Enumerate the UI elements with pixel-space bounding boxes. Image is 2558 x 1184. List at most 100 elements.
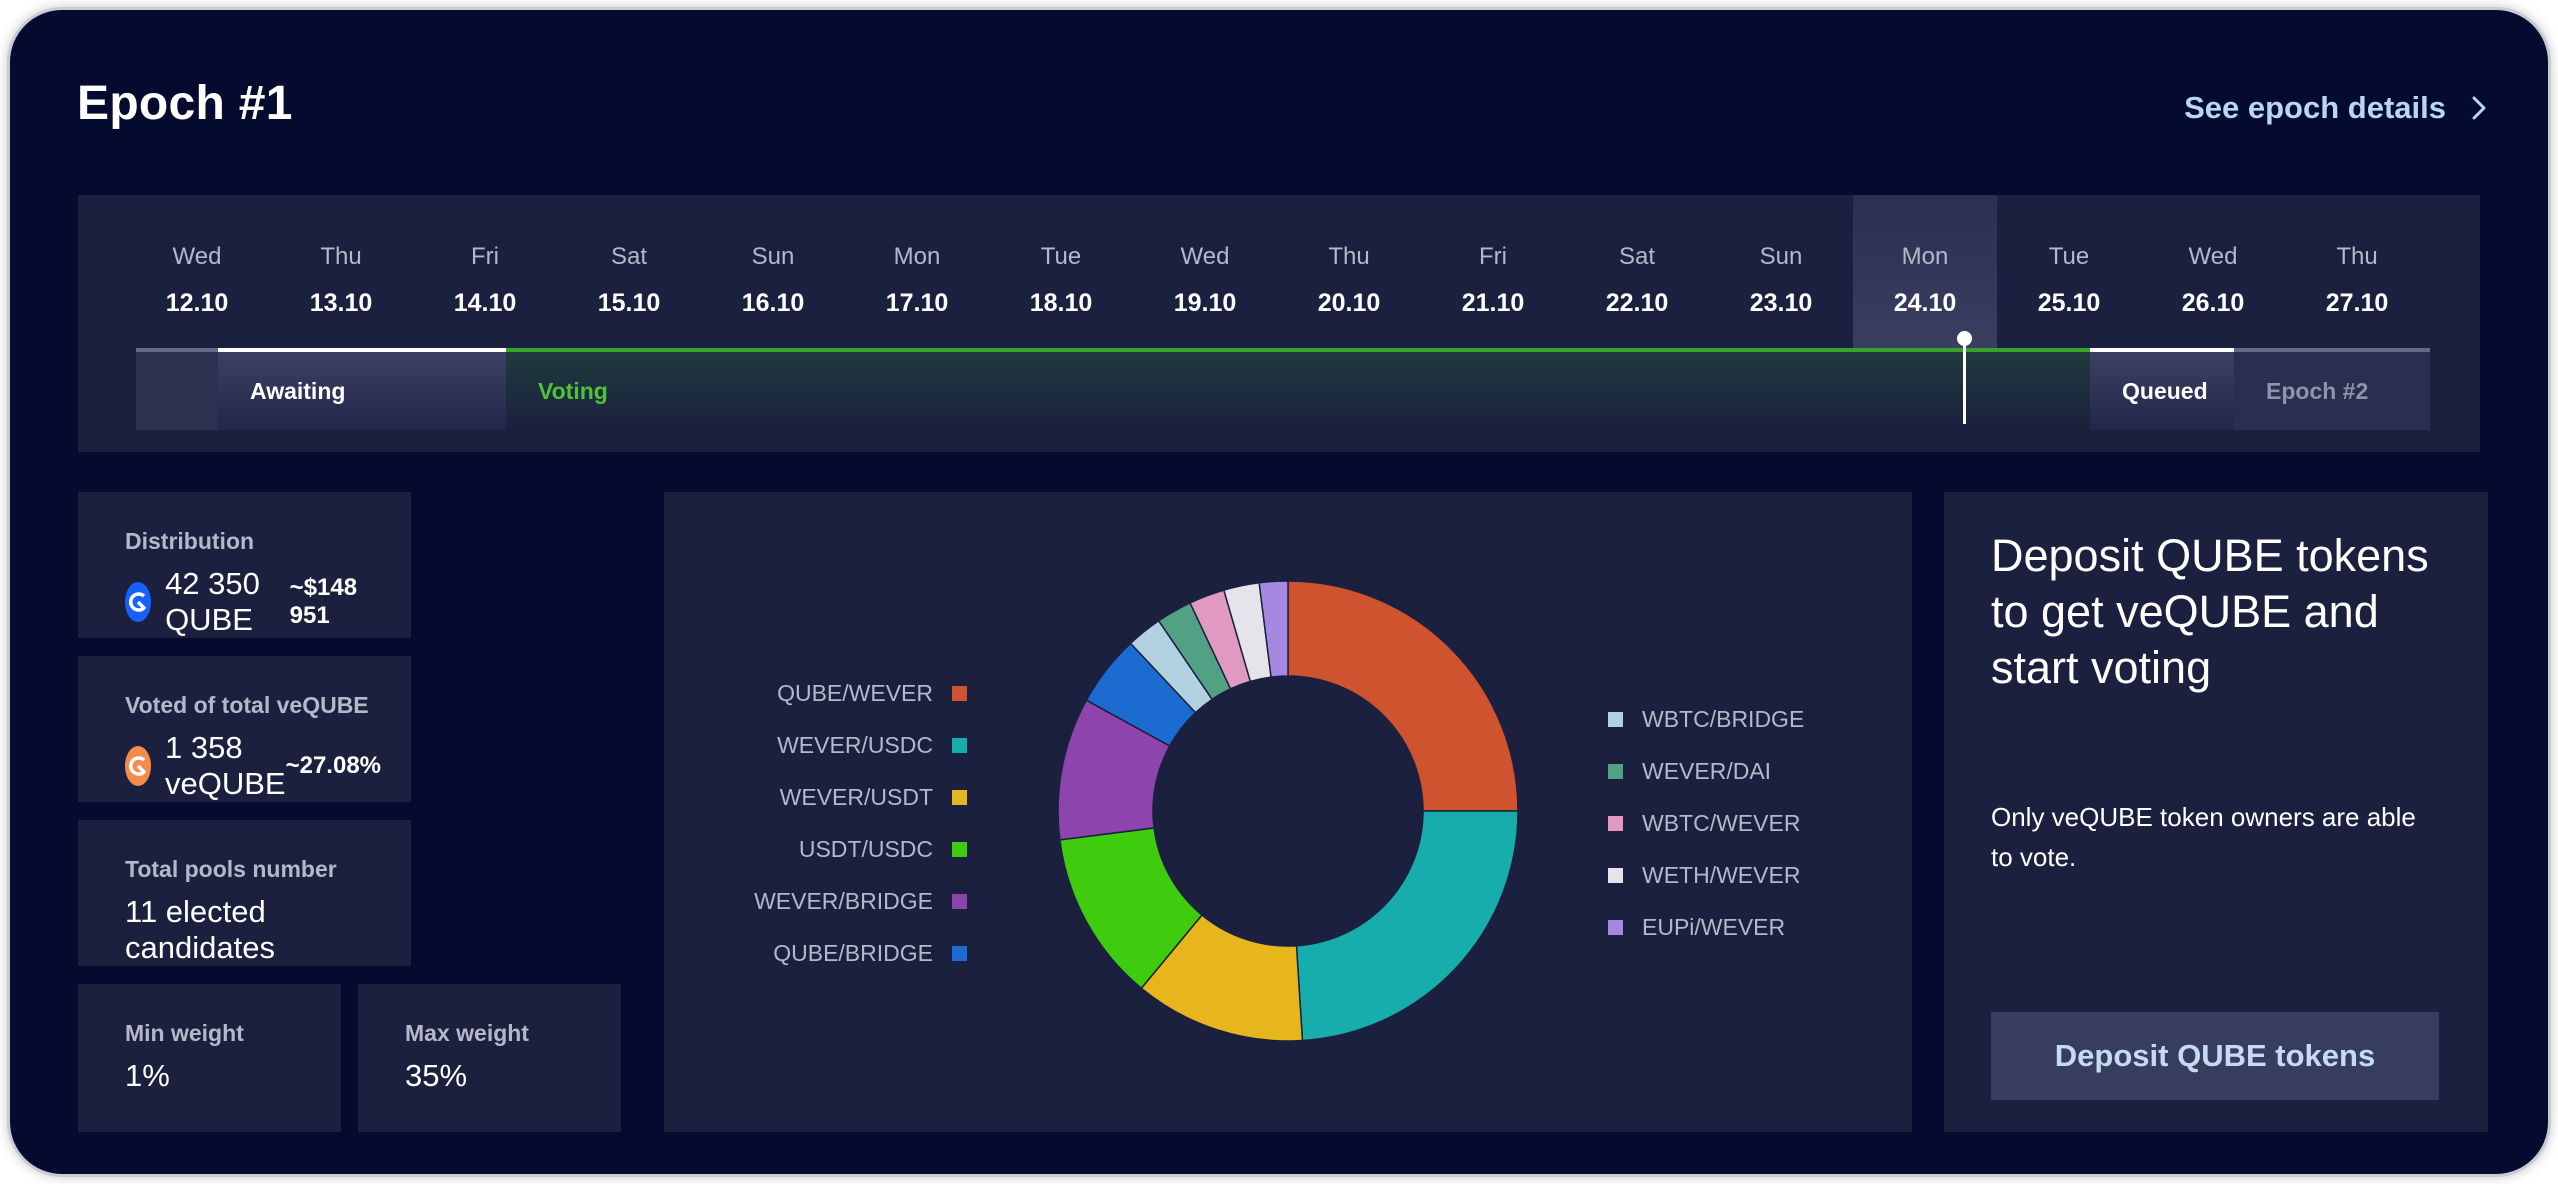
current-time-dot: [1957, 331, 1972, 346]
legend-swatch: [1608, 919, 1623, 935]
distribution-usd: ~$148 951: [289, 574, 358, 629]
timeline-day-name: Sat: [1618, 243, 1656, 270]
legend-swatch: [952, 789, 967, 805]
timeline-day-name: Sun: [1759, 243, 1803, 270]
voted-card: Voted of total veQUBE 1 358 veQUBE ~27.0…: [78, 656, 411, 802]
legend-label: WETH/WEVER: [1642, 861, 1801, 888]
timeline-day-name: Wed: [2188, 243, 2238, 270]
min-weight-card: Min weight 1%: [78, 984, 341, 1132]
legend-label: USDT/USDC: [798, 835, 933, 862]
pools-label: Total pools number: [125, 856, 337, 882]
distribution-amount: 42 350 QUBE: [165, 566, 260, 637]
legend-item: USDT/USDC: [754, 823, 967, 875]
timeline-day-name: Wed: [172, 243, 222, 270]
timeline-day: Mon 17.10: [845, 195, 989, 352]
legend-item: WETH/WEVER: [1608, 849, 1804, 901]
deposit-note: Only veQUBE token owners are able to vot…: [1991, 802, 2416, 872]
legend-swatch: [1608, 711, 1623, 727]
pool-weights-chart: QUBE/WEVER WEVER/USDC WEVER/USDT USDT/USDC W…: [664, 492, 1912, 1132]
legend-swatch: [1608, 815, 1623, 831]
donut-slice: [1295, 810, 1519, 1042]
phase-voting-label: Voting: [538, 378, 608, 404]
timeline-day-name: Tue: [2048, 243, 2090, 270]
timeline-day-date: 24.10: [1893, 289, 1957, 317]
timeline-day: Wed 19.10: [1133, 195, 1277, 352]
min-weight-label: Min weight: [125, 1020, 244, 1046]
legend-item: WEVER/USDC: [754, 719, 967, 771]
timeline-day-date: 17.10: [885, 289, 949, 317]
timeline-day-date: 22.10: [1605, 289, 1669, 317]
timeline-day-date: 23.10: [1749, 289, 1813, 317]
pools-card: Total pools number 11 elected candidates: [78, 820, 411, 966]
timeline-day-date: 16.10: [741, 289, 805, 317]
timeline-day: Thu 20.10: [1277, 195, 1421, 352]
deposit-panel: Deposit QUBE tokens to get veQUBE and st…: [1944, 492, 2488, 1132]
deposit-headline: Deposit QUBE tokens to get veQUBE and st…: [1991, 530, 2429, 693]
timeline-day: Sun 16.10: [701, 195, 845, 352]
legend-swatch: [1608, 763, 1623, 779]
phase-voting: Voting: [506, 352, 2090, 430]
legend-item: WEVER/DAI: [1608, 745, 1804, 797]
timeline-day: Thu 13.10: [269, 195, 413, 352]
legend-label: WEVER/USDT: [779, 783, 933, 810]
timeline-day-date: 27.10: [2325, 289, 2389, 317]
legend-label: WEVER/USDC: [777, 731, 933, 758]
phase-queued-label: Queued: [2122, 378, 2208, 404]
phase-next-epoch-label: Epoch #2: [2266, 378, 2369, 404]
legend-label: QUBE/WEVER: [777, 679, 933, 706]
legend-swatch: [952, 685, 967, 701]
legend-item: QUBE/WEVER: [754, 667, 967, 719]
current-time-marker: [1963, 338, 1966, 424]
donut-slice: [1258, 580, 1289, 678]
timeline-day: Wed 12.10: [125, 195, 269, 352]
max-weight-label: Max weight: [405, 1020, 529, 1046]
timeline-day-name: Sat: [610, 243, 648, 270]
timeline-day-name: Thu: [1328, 243, 1370, 270]
voted-amount: 1 358 veQUBE: [165, 730, 286, 801]
timeline-day-date: 20.10: [1317, 289, 1381, 317]
page-title: Epoch #1: [77, 77, 293, 130]
deposit-qube-button[interactable]: Deposit QUBE tokens: [1991, 1012, 2439, 1100]
phase-previous: [136, 352, 218, 430]
donut-slice: [1287, 580, 1519, 812]
donut-chart: [1057, 580, 1519, 1042]
timeline-day-name: Mon: [893, 243, 941, 270]
legend-label: WEVER/DAI: [1642, 757, 1772, 784]
timeline-day: Wed 26.10: [2141, 195, 2285, 352]
legend-item: QUBE/BRIDGE: [754, 927, 967, 979]
timeline-day-date: 26.10: [2181, 289, 2245, 317]
timeline-day-name: Fri: [471, 243, 499, 270]
timeline-day-name: Mon: [1901, 243, 1949, 270]
legend-label: WBTC/BRIDGE: [1642, 705, 1805, 732]
epoch-panel: Epoch #1 See epoch details Wed 12.10 Thu 13…: [10, 10, 2548, 1174]
pools-value: 11 elected candidates: [125, 894, 275, 965]
max-weight-card: Max weight 35%: [358, 984, 621, 1132]
timeline-day-name: Thu: [2336, 243, 2378, 270]
timeline-day-name: Fri: [1479, 243, 1507, 270]
legend-swatch: [952, 945, 967, 961]
epoch-timeline: Wed 12.10 Thu 13.10 Fri 14.10 Sat 15.10 Sun 16.10…: [78, 195, 2480, 452]
timeline-day: Sat 15.10: [557, 195, 701, 352]
legend-label: WBTC/WEVER: [1642, 809, 1801, 836]
timeline-day: Mon 24.10: [1853, 195, 1997, 352]
legend-item: WEVER/BRIDGE: [754, 875, 967, 927]
distribution-label: Distribution: [125, 528, 255, 554]
timeline-day-date: 13.10: [309, 289, 373, 317]
timeline-day: Tue 18.10: [989, 195, 1133, 352]
timeline-day-name: Tue: [1040, 243, 1082, 270]
legend-item: EUPi/WEVER: [1608, 901, 1804, 953]
legend-swatch: [1608, 867, 1623, 883]
see-epoch-details-link[interactable]: See epoch details: [2184, 90, 2486, 126]
timeline-day-name: Wed: [1180, 243, 1230, 270]
timeline-day-date: 21.10: [1461, 289, 1525, 317]
chart-legend-right: WBTC/BRIDGE WEVER/DAI WBTC/WEVER WETH/WEVER…: [1608, 693, 1804, 953]
timeline-days: Wed 12.10 Thu 13.10 Fri 14.10 Sat 15.10 Sun 16.10…: [125, 195, 2429, 352]
timeline-day-date: 14.10: [453, 289, 517, 317]
min-weight-value: 1%: [125, 1058, 170, 1093]
timeline-day-date: 19.10: [1173, 289, 1237, 317]
legend-item: WBTC/BRIDGE: [1608, 693, 1804, 745]
legend-swatch: [952, 841, 967, 857]
chevron-right-icon: [2472, 96, 2486, 120]
legend-label: QUBE/BRIDGE: [773, 939, 933, 966]
timeline-day: Tue 25.10: [1997, 195, 2141, 352]
